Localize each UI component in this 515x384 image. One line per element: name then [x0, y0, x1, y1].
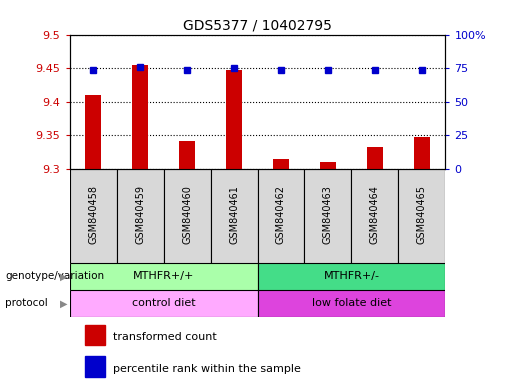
Text: ▶: ▶	[60, 298, 67, 308]
Bar	[226, 70, 242, 169]
Text: low folate diet: low folate diet	[312, 298, 391, 308]
Bar	[258, 263, 445, 290]
Text: MTHFR+/+: MTHFR+/+	[133, 271, 194, 281]
Bar	[179, 141, 195, 169]
Bar	[399, 169, 445, 263]
Text: GSM840465: GSM840465	[417, 185, 427, 243]
Text: genotype/variation: genotype/variation	[5, 271, 104, 281]
Bar	[258, 290, 445, 317]
Bar	[320, 162, 336, 169]
Text: GSM840464: GSM840464	[370, 185, 380, 243]
Text: percentile rank within the sample: percentile rank within the sample	[113, 364, 301, 374]
Text: control diet: control diet	[132, 298, 195, 308]
Text: protocol: protocol	[5, 298, 48, 308]
Bar	[367, 147, 383, 169]
Bar	[132, 65, 148, 169]
Text: GSM840459: GSM840459	[135, 185, 145, 243]
Bar	[211, 169, 258, 263]
Text: GSM840458: GSM840458	[88, 185, 98, 243]
Title: GDS5377 / 10402795: GDS5377 / 10402795	[183, 18, 332, 32]
Bar	[304, 169, 352, 263]
Bar	[84, 324, 105, 345]
Bar	[258, 169, 304, 263]
Bar	[84, 356, 105, 377]
Bar	[352, 169, 399, 263]
Bar	[70, 169, 116, 263]
Bar	[273, 159, 289, 169]
Text: ▶: ▶	[60, 271, 67, 281]
Bar	[414, 137, 430, 169]
Bar	[116, 169, 164, 263]
Bar	[70, 290, 258, 317]
Text: GSM840462: GSM840462	[276, 185, 286, 243]
Bar	[164, 169, 211, 263]
Text: transformed count: transformed count	[113, 332, 216, 342]
Text: GSM840463: GSM840463	[323, 185, 333, 243]
Bar	[70, 263, 258, 290]
Text: MTHFR+/-: MTHFR+/-	[323, 271, 380, 281]
Bar	[85, 95, 101, 169]
Text: GSM840460: GSM840460	[182, 185, 192, 243]
Text: GSM840461: GSM840461	[229, 185, 239, 243]
